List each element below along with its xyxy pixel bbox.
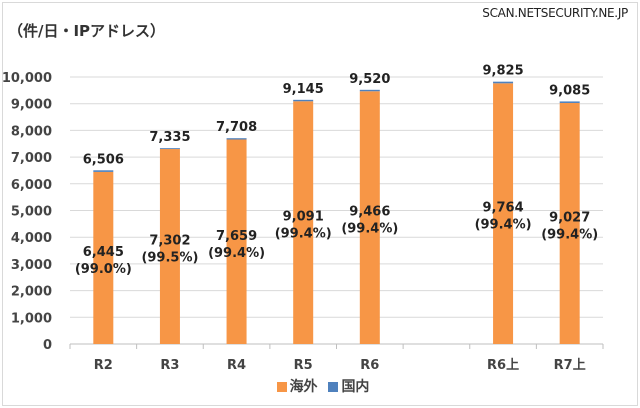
y-tick-label: 9,000 bbox=[11, 98, 52, 113]
y-tick-label: 8,000 bbox=[11, 124, 52, 139]
x-category-label: R6 bbox=[360, 358, 379, 373]
total-data-label: 9,520 bbox=[349, 72, 390, 87]
y-tick-label: 4,000 bbox=[11, 231, 52, 246]
total-data-label: 7,335 bbox=[149, 130, 190, 145]
total-data-label: 9,825 bbox=[483, 64, 524, 79]
y-tick-label: 3,000 bbox=[11, 258, 52, 273]
bar-domestic bbox=[359, 89, 380, 92]
bar-domestic bbox=[293, 99, 314, 102]
total-data-label: 9,085 bbox=[549, 83, 590, 98]
overseas-data-label: 7,659 bbox=[216, 229, 257, 244]
bar-overseas bbox=[493, 83, 514, 344]
overseas-data-label: 9,764 bbox=[483, 201, 524, 216]
overseas-percent-label: (99.0%) bbox=[75, 262, 132, 277]
overseas-percent-label: (99.4%) bbox=[208, 246, 265, 261]
x-category-label: R4 bbox=[227, 358, 246, 373]
x-category-label: R2 bbox=[94, 358, 113, 373]
bar-domestic bbox=[226, 138, 247, 140]
total-data-label: 6,506 bbox=[83, 152, 124, 167]
y-tick-label: 6,000 bbox=[11, 178, 52, 193]
bar-domestic bbox=[159, 148, 180, 150]
x-category-label: R5 bbox=[294, 358, 313, 373]
bar-domestic bbox=[93, 170, 114, 172]
x-category-label: R3 bbox=[160, 358, 179, 373]
x-category-label: R6上 bbox=[487, 358, 519, 373]
overseas-percent-label: (99.4%) bbox=[341, 222, 398, 237]
y-tick-label: 2,000 bbox=[11, 285, 52, 300]
legend-label-overseas: 海外 bbox=[289, 379, 318, 395]
overseas-data-label: 9,091 bbox=[283, 210, 324, 225]
bar-overseas bbox=[293, 101, 314, 345]
overseas-percent-label: (99.4%) bbox=[541, 227, 598, 242]
legend-swatch-domestic bbox=[328, 382, 339, 392]
overseas-percent-label: (99.4%) bbox=[475, 218, 532, 233]
bar-overseas bbox=[559, 102, 580, 345]
legend-label-domestic: 国内 bbox=[341, 379, 370, 395]
bar-overseas bbox=[159, 149, 180, 344]
bar-overseas bbox=[93, 171, 114, 344]
overseas-data-label: 6,445 bbox=[83, 245, 124, 260]
y-tick-label: 10,000 bbox=[2, 71, 52, 86]
legend: 海外 国内 bbox=[0, 376, 640, 396]
total-data-label: 9,145 bbox=[283, 82, 324, 97]
overseas-data-label: 9,027 bbox=[549, 210, 590, 225]
x-category-label: R7上 bbox=[554, 358, 586, 373]
overseas-percent-label: (99.4%) bbox=[275, 227, 332, 242]
overseas-data-label: 9,466 bbox=[349, 205, 390, 220]
total-data-label: 7,708 bbox=[216, 120, 257, 135]
bar-domestic bbox=[559, 101, 580, 103]
y-axis-unit-label: （件/日・IPアドレス） bbox=[8, 22, 166, 40]
y-tick-label: 1,000 bbox=[11, 311, 52, 326]
y-tick-label: 5,000 bbox=[11, 205, 52, 220]
bar-overseas bbox=[359, 91, 380, 344]
watermark: SCAN.NETSECURITY.NE.JP bbox=[482, 6, 628, 20]
bar-domestic bbox=[493, 81, 514, 84]
y-tick-label: 7,000 bbox=[11, 151, 52, 166]
overseas-data-label: 7,302 bbox=[149, 234, 190, 249]
bar-overseas bbox=[226, 139, 247, 344]
y-tick-label: 0 bbox=[43, 338, 52, 353]
overseas-percent-label: (99.5%) bbox=[141, 251, 198, 266]
legend-swatch-overseas bbox=[276, 382, 287, 392]
